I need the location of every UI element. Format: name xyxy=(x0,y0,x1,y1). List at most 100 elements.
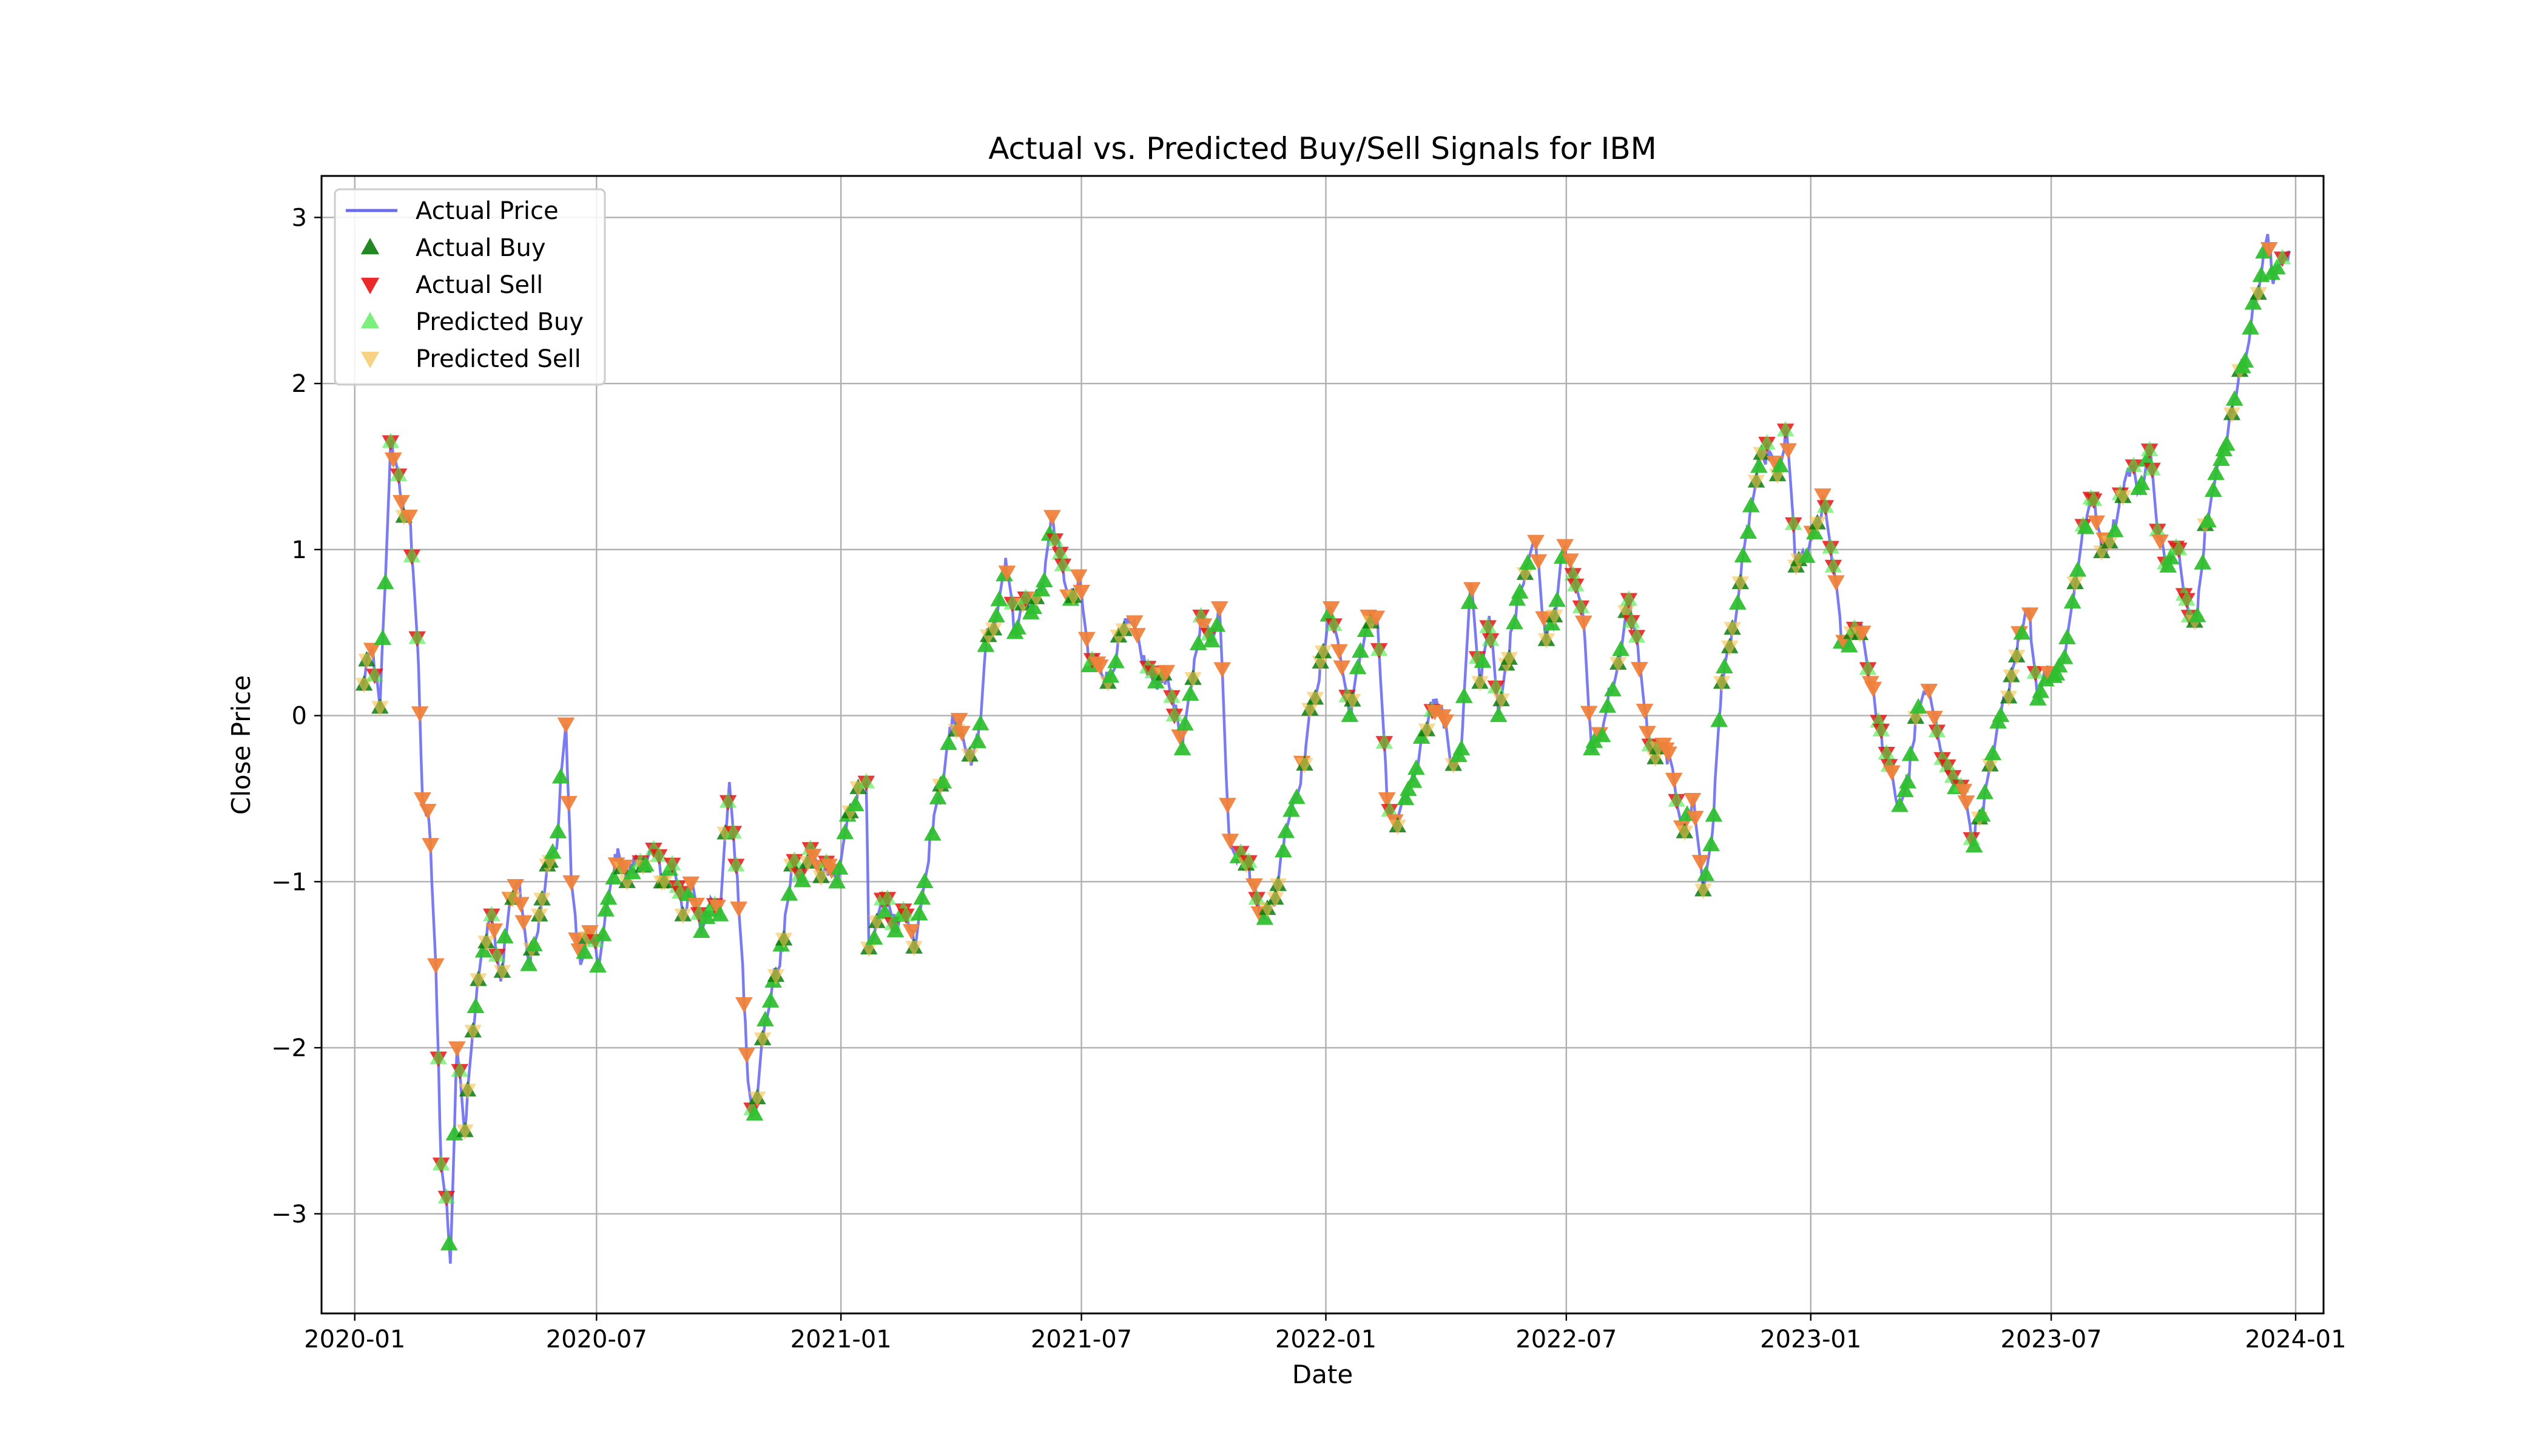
predicted-buy-marker xyxy=(1009,619,1026,635)
predicted-buy-marker xyxy=(451,1061,468,1077)
predicted-sell-marker xyxy=(1314,645,1332,661)
y-tick-label: 1 xyxy=(292,536,307,564)
predicted-sell-marker xyxy=(903,924,920,940)
predicted-buy-marker xyxy=(2050,656,2068,673)
predicted-buy-marker xyxy=(1487,678,1505,693)
predicted-buy-marker xyxy=(924,825,942,841)
predicted-buy-marker xyxy=(1776,420,1795,437)
predicted-sell-marker xyxy=(682,876,700,892)
predicted-buy-marker xyxy=(586,931,604,947)
predicted-sell-marker xyxy=(1639,726,1656,741)
predicted-sell-marker xyxy=(1078,632,1096,648)
predicted-sell-marker xyxy=(674,908,692,925)
x-tick-label: 2021-07 xyxy=(1031,1326,1132,1353)
predicted-sell-marker xyxy=(1713,676,1731,692)
predicted-buy-marker xyxy=(969,732,987,749)
predicted-buy-marker xyxy=(1939,757,1956,772)
predicted-sell-marker xyxy=(1691,855,1710,871)
predicted-buy-marker xyxy=(589,957,607,973)
predicted-buy-marker xyxy=(727,855,745,872)
predicted-sell-marker xyxy=(541,855,559,871)
predicted-buy-marker xyxy=(878,889,897,905)
predicted-buy-marker xyxy=(711,906,729,922)
predicted-buy-marker xyxy=(865,929,883,945)
legend-label: Predicted Sell xyxy=(416,345,581,373)
predicted-sell-marker xyxy=(1537,633,1555,649)
predicted-buy-marker xyxy=(440,1235,458,1250)
predicted-buy-marker xyxy=(2069,561,2087,577)
predicted-sell-marker xyxy=(1724,622,1741,638)
predicted-sell-marker xyxy=(1301,703,1319,719)
predicted-buy-marker xyxy=(1455,687,1473,703)
predicted-buy-marker xyxy=(549,823,567,838)
predicted-buy-marker xyxy=(1585,732,1603,748)
predicted-sell-marker xyxy=(562,875,580,891)
y-tick-label: −1 xyxy=(271,868,307,896)
predicted-buy-marker xyxy=(1240,852,1258,868)
predicted-buy-marker xyxy=(1404,772,1423,788)
predicted-buy-marker xyxy=(1878,744,1895,760)
y-tick-label: 3 xyxy=(292,204,307,232)
predicted-buy-marker xyxy=(1628,627,1646,643)
predicted-buy-marker xyxy=(1543,615,1560,630)
predicted-buy-marker xyxy=(1620,590,1637,606)
predicted-buy-marker xyxy=(1176,715,1194,731)
predicted-sell-marker xyxy=(655,875,673,891)
predicted-buy-marker xyxy=(1593,726,1611,743)
predicted-buy-marker xyxy=(828,872,846,889)
predicted-sell-marker xyxy=(905,940,923,957)
predicted-sell-marker xyxy=(393,494,410,511)
predicted-buy-marker xyxy=(857,773,875,789)
predicted-buy-marker xyxy=(1349,658,1367,675)
predicted-sell-marker xyxy=(464,1025,482,1040)
predicted-sell-marker xyxy=(1306,692,1324,707)
predicted-buy-marker xyxy=(911,905,928,921)
predicted-buy-marker xyxy=(366,666,383,682)
predicted-sell-marker xyxy=(358,653,376,670)
legend-label: Actual Buy xyxy=(416,234,546,262)
predicted-buy-marker xyxy=(886,922,905,937)
predicted-sell-marker xyxy=(1753,447,1770,463)
predicted-sell-marker xyxy=(738,1047,755,1063)
predicted-sell-marker xyxy=(2088,515,2105,531)
predicted-buy-marker xyxy=(1165,706,1184,722)
predicted-sell-marker xyxy=(1814,488,1832,504)
y-axis-label: Close Price xyxy=(226,675,256,815)
predicted-buy-marker xyxy=(1992,706,2010,723)
predicted-buy-marker xyxy=(374,629,391,645)
predicted-buy-marker xyxy=(1474,652,1492,668)
predicted-buy-marker xyxy=(2226,390,2243,406)
predicted-buy-marker xyxy=(1341,706,1359,723)
predicted-buy-marker xyxy=(1051,544,1069,560)
predicted-buy-marker xyxy=(761,992,780,1008)
predicted-sell-marker xyxy=(1492,693,1510,709)
predicted-buy-marker xyxy=(1899,773,1916,789)
predicted-buy-marker xyxy=(746,1105,764,1121)
predicted-buy-marker xyxy=(693,922,710,938)
legend-label: Predicted Buy xyxy=(416,308,584,336)
predicted-sell-marker xyxy=(1721,640,1739,656)
predicted-buy-marker xyxy=(990,590,1008,607)
predicted-buy-marker xyxy=(1928,721,1946,738)
y-tick-label: 0 xyxy=(292,703,307,730)
predicted-buy-marker xyxy=(1452,740,1471,755)
predicted-sell-marker xyxy=(1562,553,1579,569)
predicted-buy-marker xyxy=(1054,556,1072,571)
predicted-sell-marker xyxy=(1529,554,1548,570)
predicted-sell-marker xyxy=(735,997,753,1013)
predicted-sell-marker xyxy=(1389,819,1406,835)
predicted-buy-marker xyxy=(1785,514,1802,530)
predicted-buy-marker xyxy=(1872,721,1890,736)
predicted-buy-marker xyxy=(847,795,864,812)
predicted-sell-marker xyxy=(1535,611,1552,627)
predicted-buy-marker xyxy=(474,942,493,958)
predicted-sell-marker xyxy=(355,678,373,693)
predicted-buy-marker xyxy=(488,946,506,962)
predicted-sell-marker xyxy=(1437,714,1454,730)
predicted-buy-marker xyxy=(724,823,743,839)
predicted-buy-marker xyxy=(2170,539,2188,556)
predicted-buy-marker xyxy=(544,843,562,859)
predicted-buy-marker xyxy=(525,935,543,952)
predicted-buy-marker xyxy=(594,925,612,942)
predicted-sell-marker xyxy=(1631,662,1648,678)
